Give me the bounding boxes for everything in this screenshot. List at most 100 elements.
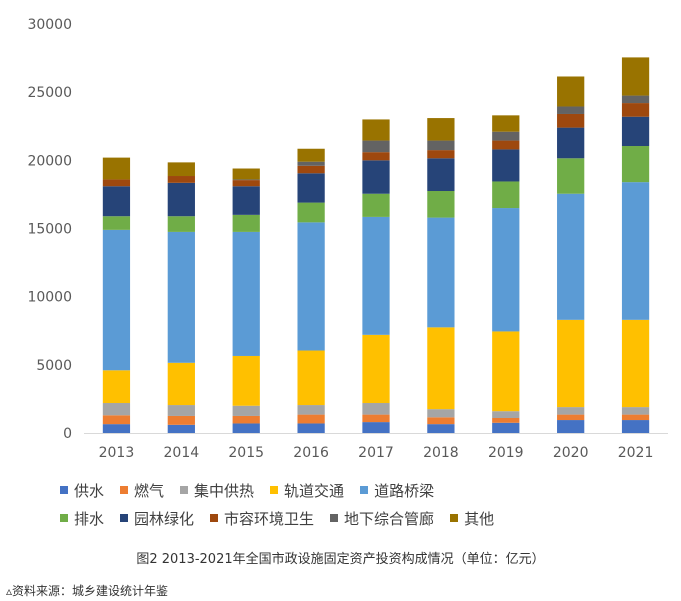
legend-label: 其他 bbox=[464, 509, 495, 528]
x-tick-label: 2014 bbox=[164, 445, 200, 461]
legend-label: 市容环境卫生 bbox=[224, 509, 315, 528]
bar-segment bbox=[557, 106, 585, 114]
bar-segment bbox=[232, 179, 260, 181]
legend-item: 园林绿化 bbox=[120, 508, 194, 529]
bar-segment bbox=[362, 334, 390, 404]
bar-segment bbox=[297, 173, 325, 203]
bar-segment bbox=[621, 103, 650, 117]
bar-segment bbox=[102, 424, 131, 433]
bar-segment bbox=[427, 158, 455, 192]
bar-segment bbox=[362, 119, 390, 141]
y-tick-label: 5000 bbox=[36, 358, 72, 374]
legend-swatch bbox=[60, 486, 68, 494]
legend-item: 道路桥梁 bbox=[360, 480, 434, 501]
bar-segment bbox=[621, 116, 650, 147]
bar-segment bbox=[297, 165, 325, 174]
bar-segment bbox=[102, 186, 131, 217]
legend-label: 地下综合管廊 bbox=[344, 509, 435, 528]
x-tick-label: 2019 bbox=[488, 445, 524, 461]
legend-item: 市容环境卫生 bbox=[210, 508, 314, 529]
bar-segment bbox=[297, 350, 325, 406]
bar-segment bbox=[621, 146, 650, 183]
bar-segment bbox=[427, 118, 455, 141]
bar-segment bbox=[492, 181, 520, 209]
legend-label: 排水 bbox=[74, 509, 105, 528]
legend-label: 供水 bbox=[74, 481, 105, 500]
legend-label: 道路桥梁 bbox=[374, 481, 435, 500]
bar-segment bbox=[557, 319, 585, 408]
legend-row: 排水 园林绿化 市容环境卫生 地下综合管廊 其他 bbox=[60, 506, 660, 530]
legend-swatch bbox=[270, 486, 279, 494]
bar-segment bbox=[427, 327, 455, 410]
bar-segment bbox=[621, 95, 650, 104]
legend-swatch bbox=[60, 514, 68, 522]
legend-item: 地下综合管廊 bbox=[330, 508, 434, 529]
bar-segment bbox=[427, 191, 455, 218]
x-tick-label: 2015 bbox=[228, 445, 264, 461]
bar-segment bbox=[557, 420, 585, 433]
bar-segment bbox=[167, 162, 195, 177]
bar-segment bbox=[621, 319, 650, 408]
bar-segment bbox=[362, 152, 390, 161]
legend-item: 轨道交通 bbox=[270, 480, 344, 501]
bar-segment bbox=[362, 193, 390, 217]
x-tick-label: 2020 bbox=[553, 445, 589, 461]
y-tick-label: 15000 bbox=[27, 222, 72, 238]
legend-item: 排水 bbox=[60, 508, 104, 529]
x-tick-label: 2017 bbox=[358, 445, 394, 461]
y-tick-label: 10000 bbox=[27, 290, 72, 306]
bar-segment bbox=[621, 414, 650, 421]
x-tick-label: 2021 bbox=[618, 445, 654, 461]
bar-segment bbox=[297, 423, 325, 433]
legend: 供水 燃气 集中供热 轨道交通 道路桥梁 排水 园林绿化 市容环境卫生 地下综合管廊 其他 bbox=[60, 478, 660, 534]
bar-segment bbox=[362, 422, 390, 433]
bar-segment bbox=[102, 415, 131, 425]
y-tick-label: 25000 bbox=[27, 85, 72, 101]
legend-label: 燃气 bbox=[134, 481, 165, 500]
x-tick-label: 2016 bbox=[293, 445, 329, 461]
bar-segment bbox=[492, 149, 520, 182]
bar-segment bbox=[232, 186, 260, 215]
bar-segment bbox=[621, 407, 650, 415]
legend-label: 轨道交通 bbox=[284, 481, 345, 500]
bar-segment bbox=[297, 202, 325, 223]
bar-segment bbox=[167, 405, 195, 416]
bar-segment bbox=[232, 168, 260, 180]
bar-segment bbox=[297, 161, 325, 166]
x-tick-label: 2018 bbox=[423, 445, 459, 461]
bar-segment bbox=[557, 407, 585, 415]
bar-segment bbox=[102, 403, 131, 416]
bar-segment bbox=[232, 180, 260, 187]
bar-segment bbox=[232, 231, 260, 356]
bar-series-group bbox=[102, 57, 650, 433]
bar-segment bbox=[427, 217, 455, 328]
bar-segment bbox=[362, 216, 390, 335]
bar-segment bbox=[362, 140, 390, 153]
bar-segment bbox=[492, 131, 520, 141]
figure-caption: 图2 2013-2021年全国市政设施固定资产投资构成情况（单位：亿元） bbox=[136, 552, 545, 567]
bar-segment bbox=[362, 414, 390, 423]
legend-item: 集中供热 bbox=[180, 480, 254, 501]
bar-segment bbox=[362, 403, 390, 415]
bar-segment bbox=[621, 420, 650, 433]
bar-segment bbox=[557, 113, 585, 128]
bar-segment bbox=[232, 423, 260, 433]
bar-segment bbox=[102, 216, 131, 230]
legend-swatch bbox=[450, 514, 459, 522]
legend-swatch bbox=[210, 514, 219, 522]
bar-segment bbox=[427, 140, 455, 151]
bar-segment bbox=[232, 405, 260, 416]
bar-segment bbox=[557, 127, 585, 159]
bar-segment bbox=[297, 414, 325, 424]
bar-segment bbox=[167, 182, 195, 217]
legend-label: 园林绿化 bbox=[134, 509, 195, 528]
bar-segment bbox=[492, 115, 520, 132]
bar-segment bbox=[427, 150, 455, 159]
bar-segment bbox=[102, 157, 131, 180]
bar-segment bbox=[557, 414, 585, 421]
bar-segment bbox=[492, 140, 520, 150]
legend-item: 供水 bbox=[60, 480, 104, 501]
bar-segment bbox=[167, 231, 195, 363]
bar-segment bbox=[492, 422, 520, 433]
legend-swatch bbox=[120, 514, 129, 522]
